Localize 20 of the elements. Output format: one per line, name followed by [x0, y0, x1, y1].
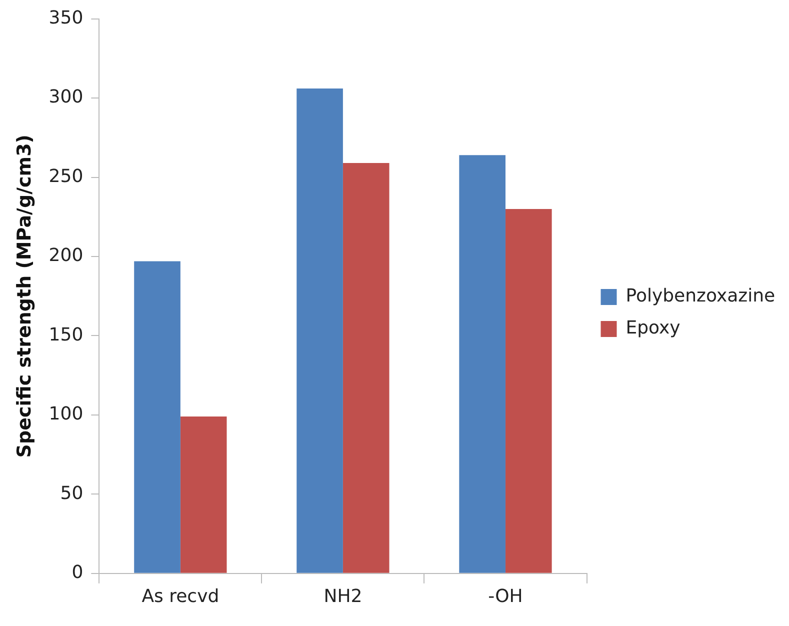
y-tick-label: 150 [48, 324, 84, 346]
y-tick-label: 50 [60, 482, 84, 504]
y-tick-label: 350 [48, 7, 84, 28]
x-tick-label: As recvd [142, 586, 220, 607]
x-tick-label: NH2 [324, 586, 362, 607]
y-tick-label: 0 [72, 562, 84, 584]
y-axis-title: Specific strength (MPa/g/cm3) [13, 134, 36, 458]
x-tick-label: -OH [488, 586, 523, 607]
bar [459, 155, 506, 573]
y-tick-label: 250 [48, 166, 84, 187]
legend-label: Polybenzoxazine [626, 286, 776, 307]
bar [296, 88, 343, 573]
bar [180, 416, 227, 573]
legend-label: Epoxy [626, 318, 681, 339]
y-tick-label: 200 [48, 245, 84, 266]
y-tick-label: 300 [48, 86, 84, 108]
bar [134, 261, 180, 573]
bar [505, 208, 552, 573]
y-tick-label: 100 [48, 404, 84, 425]
bar [342, 162, 390, 573]
